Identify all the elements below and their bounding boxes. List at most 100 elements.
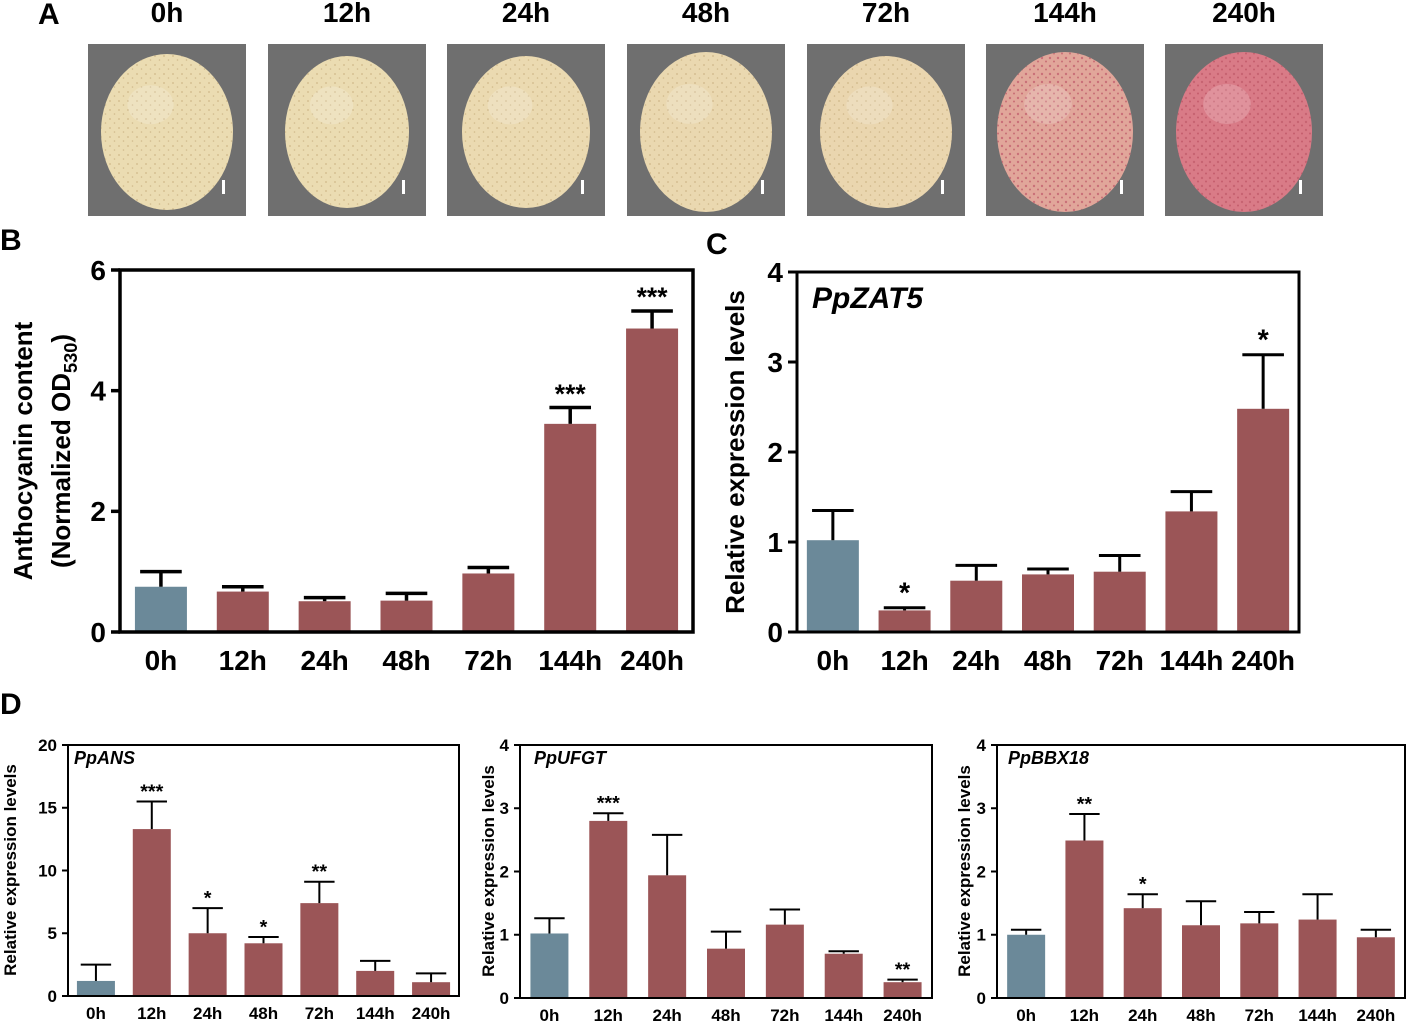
fruit-speckles-144h [997,52,1133,212]
scale-bar-144h [1120,180,1123,194]
y-tick-label-2: 2 [977,862,986,881]
fruit-highlight-144h [1024,84,1072,124]
significance-24h: * [204,888,212,910]
bar-240h [412,982,451,996]
fruit-speckles-48h [640,52,772,212]
x-tick-label-144h: 144h [1298,1006,1337,1025]
timepoint-label-0h: 0h [151,0,184,28]
x-tick-label-72h: 72h [1245,1006,1274,1025]
timepoint-label-24h: 24h [502,0,550,28]
x-tick-label-24h: 24h [952,645,1000,676]
panel-label-C: C [706,228,728,261]
x-tick-label-24h: 24h [193,1004,222,1023]
scale-bar-12h [402,180,405,194]
y-axis-label-C: Relative expression levels [720,290,750,614]
y-axis-label-D2: Relative expression levels [479,765,498,977]
bar-240h [883,982,922,998]
fruit-highlight-12h [309,86,354,125]
y-tick-label-0: 0 [767,617,783,648]
significance-72h: ** [312,861,328,883]
bar-144h [824,953,863,998]
bar-12h [216,591,269,632]
timepoint-label-72h: 72h [862,0,910,28]
fruit-speckles-72h [820,56,952,208]
y-tick-label-0: 0 [500,989,509,1008]
bar-240h [626,328,679,632]
bar-0h [530,933,569,998]
x-tick-label-144h: 144h [538,645,602,676]
y-tick-label-2: 2 [90,496,106,527]
bar-24h [950,580,1003,632]
significance-240h: * [1258,325,1270,357]
bar-12h [878,610,931,632]
significance-12h: *** [140,781,163,803]
y-axis-label-subscript: 530 [61,343,81,373]
x-tick-label-12h: 12h [1070,1006,1099,1025]
chart-panel-D2: 0h *** 12h 24h 48h 72h 144h ** 240h 0 1 2 3 4 PpUFGT Re… [479,736,933,1025]
y-tick-label-1: 1 [767,527,783,558]
bar-24h [1123,908,1162,998]
panel-a-label: A [38,0,60,31]
scale-bar-24h [581,180,584,194]
bar-144h [1298,919,1337,998]
scale-bar-0h [222,180,225,194]
chart-panel-D1: D 0h *** 12h * 24h * 48h ** 72h 144h 240h 0 5 10 15 20 Pp… [0,688,460,1023]
chart-title-C: PpZAT5 [812,282,924,315]
scale-bar-48h [761,180,764,194]
x-tick-label-240h: 240h [1356,1006,1395,1025]
fruit-speckles-240h [1176,52,1312,212]
bar-24h [648,875,687,998]
fruit-highlight-24h [487,86,533,125]
bar-144h [1165,511,1218,632]
y-tick-label-4: 4 [767,257,783,288]
y-tick-label-2: 2 [500,862,509,881]
significance-12h: * [899,578,911,610]
y-tick-label-6: 6 [90,255,106,286]
x-tick-label-0h: 0h [86,1004,106,1023]
y-axis-label-D1: Relative expression levels [1,764,20,976]
significance-48h: * [260,916,268,938]
bar-24h [298,601,351,632]
x-tick-label-12h: 12h [594,1006,623,1025]
bar-144h [356,970,395,996]
bar-72h [765,924,804,998]
x-tick-label-72h: 72h [464,645,512,676]
significance-240h: *** [637,282,669,312]
chart-title-D1: PpANS [74,748,135,768]
bar-48h [380,600,433,632]
x-tick-label-24h: 24h [1128,1006,1157,1025]
fruit-speckles-12h [285,56,409,208]
fruit-highlight-48h [666,84,713,124]
y-axis-label-close: ) [46,334,76,343]
y-tick-label-10: 10 [38,861,57,880]
x-tick-label-72h: 72h [770,1006,799,1025]
fruit-speckles-24h [462,56,590,208]
x-tick-label-24h: 24h [301,645,349,676]
fruit-highlight-0h [127,85,174,125]
y-axis-label-main: (Normalized OD [46,373,76,568]
x-tick-label-240h: 240h [412,1004,451,1023]
bar-72h [1093,571,1146,632]
bar-72h [1240,923,1279,998]
significance-24h: * [1139,874,1147,896]
fruit-highlight-72h [846,86,893,125]
y-axis-label-D3: Relative expression levels [955,765,974,977]
bar-144h [544,423,597,632]
x-tick-label-24h: 24h [652,1006,681,1025]
bar-0h [1007,934,1046,998]
bar-12h [1065,840,1104,998]
timepoint-label-240h: 240h [1212,0,1276,28]
y-tick-label-4: 4 [90,375,106,406]
x-tick-label-48h: 48h [382,645,430,676]
y-tick-label-15: 15 [38,799,57,818]
significance-240h: ** [895,959,911,981]
y-tick-label-1: 1 [500,926,509,945]
x-tick-label-144h: 144h [824,1006,863,1025]
chart-panel-C: C 0h * 12h 24h 48h 72h 144h * 240h 0 1 2 3 4 PpZAT5 Rela… [706,228,1301,676]
timepoint-label-12h: 12h [323,0,371,28]
y-axis-label-line1: Anthocyanin content [8,321,38,580]
significance-144h: *** [555,379,587,409]
bar-12h [589,820,628,998]
chart-title-D3: PpBBX18 [1008,748,1089,768]
x-tick-label-0h: 0h [817,645,850,676]
